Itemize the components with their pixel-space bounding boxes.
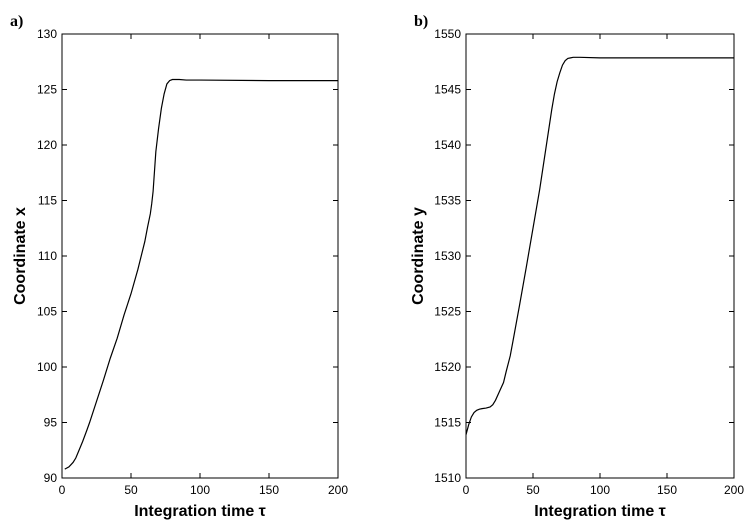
y-tick-label: 125 (37, 83, 57, 97)
panel-b: 0 50 100 150 200 1510 1515 1520 1525 1530 1535 1540… (410, 13, 744, 520)
y-tick-label: 1545 (434, 83, 461, 97)
x-tick-label: 0 (59, 483, 66, 497)
y-tick-label: 1540 (434, 138, 461, 152)
y-tick-label: 105 (37, 305, 57, 319)
x-tick-label: 200 (724, 483, 744, 497)
series-line (465, 56, 734, 435)
panel-label: a) (10, 13, 23, 30)
x-tick-label: 50 (124, 483, 138, 497)
y-tick-label: 1530 (434, 249, 461, 263)
y-tick-label: 110 (38, 249, 57, 263)
panel-a: 0 50 100 150 200 90 95 100 105 110 115 120 125 130 Int… (10, 13, 348, 520)
y-axis-label: Coordinate x (12, 207, 29, 305)
series-line (64, 78, 338, 470)
x-tick-label: 50 (526, 483, 540, 497)
x-axis-label: Integration time τ (534, 503, 666, 520)
x-tick-label: 100 (190, 483, 210, 497)
y-tick-label: 1525 (434, 305, 461, 319)
y-tick-label: 130 (37, 27, 57, 41)
y-tick-label: 1520 (434, 360, 461, 374)
x-tick-label: 0 (463, 483, 470, 497)
x-axis-label: Integration time τ (134, 503, 266, 520)
x-tick-label: 150 (657, 483, 677, 497)
x-tick-label: 150 (259, 483, 279, 497)
x-tick-label: 200 (328, 483, 348, 497)
y-tick-label: 1550 (434, 27, 461, 41)
y-tick-label: 90 (44, 471, 58, 485)
y-tick-label: 1510 (434, 471, 461, 485)
plot-frame (465, 33, 735, 479)
y-tick-label: 120 (37, 138, 57, 152)
y-tick-label: 1535 (434, 194, 461, 208)
plot-frame (61, 33, 339, 479)
y-tick-label: 95 (44, 416, 58, 430)
y-axis-label: Coordinate y (410, 207, 427, 305)
y-tick-label: 1515 (434, 416, 461, 430)
x-tick-label: 100 (590, 483, 610, 497)
y-tick-label: 100 (37, 360, 57, 374)
panel-label: b) (414, 13, 428, 30)
y-tick-label: 115 (38, 194, 57, 208)
